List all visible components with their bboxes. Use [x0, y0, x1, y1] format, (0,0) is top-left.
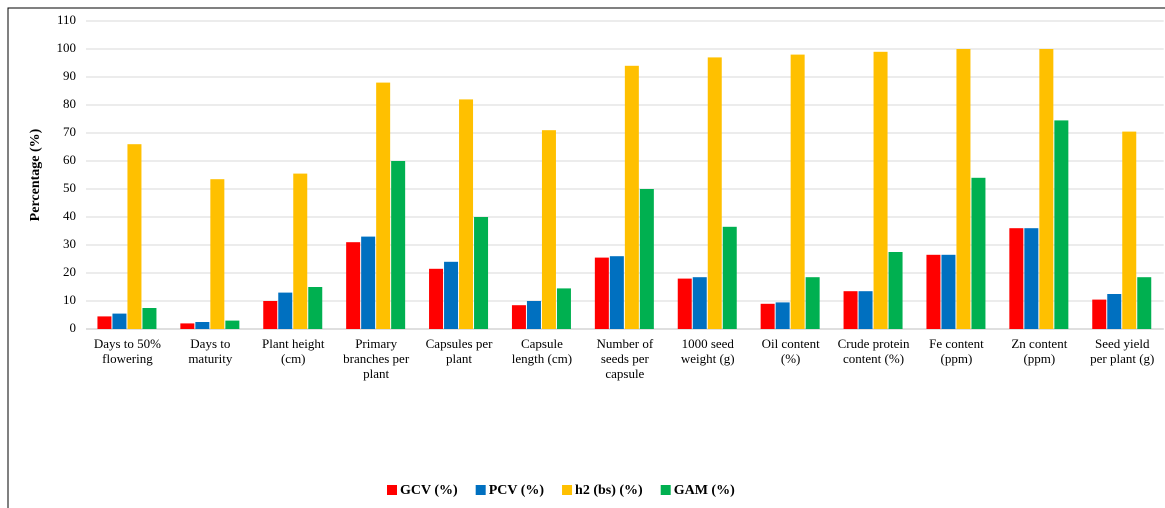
x-tick-label: Capsule length (cm) — [511, 336, 573, 366]
x-tick-label: Zn content (ppm) — [1011, 336, 1068, 366]
bar — [805, 277, 820, 329]
bar — [263, 301, 278, 329]
x-tick-label: Crude protein content (%) — [837, 336, 910, 366]
bar — [722, 226, 737, 329]
bar — [790, 54, 805, 329]
x-tick-label: Oil content (%) — [761, 336, 820, 366]
bar — [346, 242, 361, 329]
legend-swatch — [387, 485, 397, 495]
legend-label: PCV (%) — [489, 483, 545, 498]
bar — [971, 177, 986, 329]
bar — [639, 189, 654, 329]
bar — [278, 292, 293, 329]
bar — [1107, 294, 1122, 329]
bar — [293, 173, 308, 329]
x-tick-label: Number of seeds per capsule — [596, 336, 654, 381]
bar — [556, 288, 571, 329]
bar — [1039, 49, 1054, 329]
bar — [225, 320, 240, 329]
bar — [692, 277, 707, 329]
legend-swatch — [562, 485, 573, 495]
bar — [142, 308, 157, 329]
y-tick-label: 0 — [70, 320, 77, 335]
y-tick-label: 70 — [63, 124, 76, 139]
x-tick-label: Plant height (cm) — [262, 336, 325, 366]
y-tick-label: 40 — [63, 208, 76, 223]
y-tick-label: 20 — [63, 264, 76, 279]
bar — [594, 257, 609, 329]
x-tick-label: Seed yield per plant (g) — [1090, 336, 1155, 366]
legend-label: h2 (bs) (%) — [575, 483, 643, 498]
bar — [391, 161, 406, 329]
bar — [474, 217, 489, 329]
y-tick-label: 110 — [57, 12, 76, 27]
y-axis-title: Percentage (%) — [28, 128, 43, 221]
bar — [956, 49, 971, 329]
bar — [926, 254, 941, 329]
x-tick-label: Fe content (ppm) — [929, 336, 984, 366]
bar — [760, 303, 775, 329]
bar — [97, 316, 112, 329]
bar — [941, 254, 956, 329]
bar — [195, 322, 210, 329]
y-tick-label: 50 — [63, 180, 76, 195]
y-tick-label: 80 — [63, 96, 76, 111]
bar — [1092, 299, 1107, 329]
y-tick-label: 30 — [63, 236, 76, 251]
bar — [1137, 277, 1152, 329]
bar — [180, 323, 195, 329]
y-tick-label: 90 — [63, 68, 76, 83]
bar — [361, 236, 376, 329]
bar — [707, 57, 722, 330]
bar — [210, 179, 225, 329]
x-tick-label: Primary branches per plant — [343, 336, 410, 381]
bar — [1122, 131, 1137, 329]
bar — [775, 302, 790, 329]
y-tick-label: 10 — [63, 292, 76, 307]
legend-label: GAM (%) — [674, 483, 735, 498]
x-tick-label: 1000 seed weight (g) — [680, 336, 735, 366]
bar — [873, 51, 888, 330]
x-tick-label: Days to 50% flowering — [93, 336, 162, 366]
bar — [376, 82, 391, 329]
bar — [444, 261, 459, 329]
bar — [541, 130, 556, 329]
x-tick-label: Capsules per plant — [425, 336, 493, 366]
bar — [429, 268, 444, 329]
bar — [1024, 228, 1039, 329]
bar — [127, 144, 142, 329]
bar — [677, 278, 692, 329]
y-tick-label: 100 — [57, 40, 77, 55]
bar — [511, 305, 526, 329]
bar — [609, 256, 624, 329]
bar — [112, 313, 127, 329]
bar — [858, 291, 873, 329]
bar — [308, 287, 323, 329]
bar — [526, 301, 541, 329]
bar — [459, 99, 474, 330]
bar — [843, 291, 858, 329]
legend-swatch — [660, 485, 671, 495]
y-tick-label: 60 — [63, 152, 76, 167]
bar — [888, 252, 903, 329]
bar — [624, 65, 639, 330]
x-tick-label: Days to maturity — [188, 336, 233, 366]
bar — [1009, 228, 1024, 329]
legend-label: GCV (%) — [400, 483, 458, 498]
frame — [7, 7, 1165, 508]
legend-swatch — [475, 485, 486, 495]
bar — [1054, 120, 1069, 330]
